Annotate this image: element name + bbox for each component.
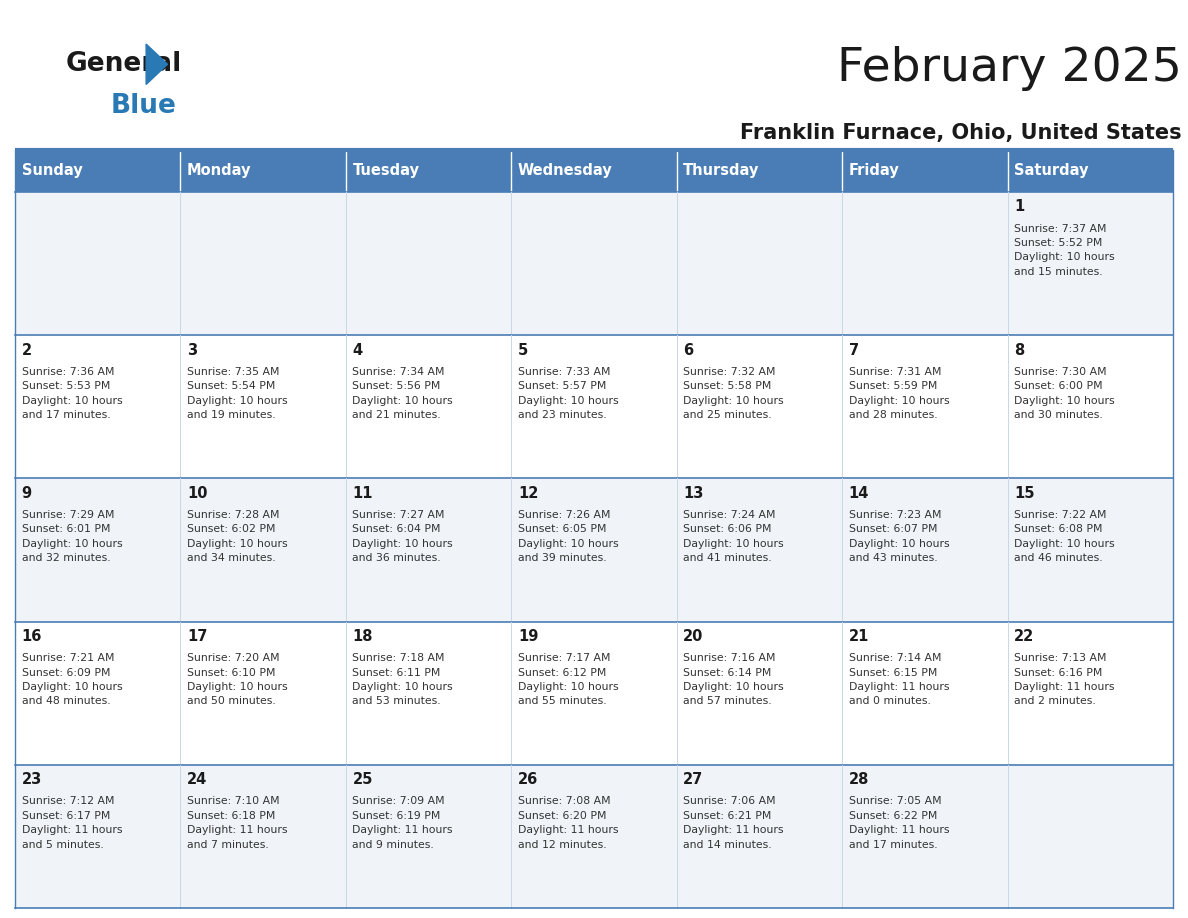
Text: 7: 7 <box>848 342 859 357</box>
Text: Sunrise: 7:27 AM
Sunset: 6:04 PM
Daylight: 10 hours
and 36 minutes.: Sunrise: 7:27 AM Sunset: 6:04 PM Dayligh… <box>353 509 453 563</box>
Text: 5: 5 <box>518 342 529 357</box>
Text: Friday: Friday <box>848 163 899 178</box>
Text: Sunrise: 7:06 AM
Sunset: 6:21 PM
Daylight: 11 hours
and 14 minutes.: Sunrise: 7:06 AM Sunset: 6:21 PM Dayligh… <box>683 796 784 849</box>
Bar <box>1007 150 1173 192</box>
Text: Sunrise: 7:16 AM
Sunset: 6:14 PM
Daylight: 10 hours
and 57 minutes.: Sunrise: 7:16 AM Sunset: 6:14 PM Dayligh… <box>683 653 784 706</box>
Text: Monday: Monday <box>187 163 252 178</box>
Text: Sunrise: 7:36 AM
Sunset: 5:53 PM
Daylight: 10 hours
and 17 minutes.: Sunrise: 7:36 AM Sunset: 5:53 PM Dayligh… <box>21 366 122 420</box>
Text: Tuesday: Tuesday <box>353 163 419 178</box>
Text: Sunrise: 7:22 AM
Sunset: 6:08 PM
Daylight: 10 hours
and 46 minutes.: Sunrise: 7:22 AM Sunset: 6:08 PM Dayligh… <box>1015 509 1114 563</box>
Text: 24: 24 <box>187 772 207 787</box>
Text: 8: 8 <box>1015 342 1024 357</box>
Text: 2: 2 <box>21 342 32 357</box>
Text: Blue: Blue <box>110 93 176 118</box>
Text: 27: 27 <box>683 772 703 787</box>
Bar <box>15 192 1173 335</box>
Text: Sunrise: 7:35 AM
Sunset: 5:54 PM
Daylight: 10 hours
and 19 minutes.: Sunrise: 7:35 AM Sunset: 5:54 PM Dayligh… <box>187 366 287 420</box>
Text: Sunrise: 7:23 AM
Sunset: 6:07 PM
Daylight: 10 hours
and 43 minutes.: Sunrise: 7:23 AM Sunset: 6:07 PM Dayligh… <box>848 509 949 563</box>
Text: 21: 21 <box>848 629 870 644</box>
Text: 10: 10 <box>187 486 208 500</box>
Bar <box>15 150 181 192</box>
Text: 6: 6 <box>683 342 694 357</box>
Text: Sunday: Sunday <box>21 163 82 178</box>
Text: Sunrise: 7:05 AM
Sunset: 6:22 PM
Daylight: 11 hours
and 17 minutes.: Sunrise: 7:05 AM Sunset: 6:22 PM Dayligh… <box>848 796 949 849</box>
Text: Sunrise: 7:17 AM
Sunset: 6:12 PM
Daylight: 10 hours
and 55 minutes.: Sunrise: 7:17 AM Sunset: 6:12 PM Dayligh… <box>518 653 619 706</box>
Bar <box>842 150 1007 192</box>
Text: 19: 19 <box>518 629 538 644</box>
Text: Sunrise: 7:30 AM
Sunset: 6:00 PM
Daylight: 10 hours
and 30 minutes.: Sunrise: 7:30 AM Sunset: 6:00 PM Dayligh… <box>1015 366 1114 420</box>
Text: 23: 23 <box>21 772 42 787</box>
Text: Sunrise: 7:20 AM
Sunset: 6:10 PM
Daylight: 10 hours
and 50 minutes.: Sunrise: 7:20 AM Sunset: 6:10 PM Dayligh… <box>187 653 287 706</box>
Text: 22: 22 <box>1015 629 1035 644</box>
Text: Sunrise: 7:32 AM
Sunset: 5:58 PM
Daylight: 10 hours
and 25 minutes.: Sunrise: 7:32 AM Sunset: 5:58 PM Dayligh… <box>683 366 784 420</box>
Bar <box>677 150 842 192</box>
Text: Sunrise: 7:28 AM
Sunset: 6:02 PM
Daylight: 10 hours
and 34 minutes.: Sunrise: 7:28 AM Sunset: 6:02 PM Dayligh… <box>187 509 287 563</box>
Text: 3: 3 <box>187 342 197 357</box>
Text: Thursday: Thursday <box>683 163 759 178</box>
Text: Sunrise: 7:29 AM
Sunset: 6:01 PM
Daylight: 10 hours
and 32 minutes.: Sunrise: 7:29 AM Sunset: 6:01 PM Dayligh… <box>21 509 122 563</box>
Bar <box>511 150 677 192</box>
Text: Sunrise: 7:37 AM
Sunset: 5:52 PM
Daylight: 10 hours
and 15 minutes.: Sunrise: 7:37 AM Sunset: 5:52 PM Dayligh… <box>1015 223 1114 276</box>
Text: Sunrise: 7:33 AM
Sunset: 5:57 PM
Daylight: 10 hours
and 23 minutes.: Sunrise: 7:33 AM Sunset: 5:57 PM Dayligh… <box>518 366 619 420</box>
Bar <box>15 621 1173 765</box>
Text: 13: 13 <box>683 486 703 500</box>
Text: 12: 12 <box>518 486 538 500</box>
Text: 18: 18 <box>353 629 373 644</box>
Text: 11: 11 <box>353 486 373 500</box>
Text: 14: 14 <box>848 486 870 500</box>
Text: 28: 28 <box>848 772 870 787</box>
Text: Sunrise: 7:21 AM
Sunset: 6:09 PM
Daylight: 10 hours
and 48 minutes.: Sunrise: 7:21 AM Sunset: 6:09 PM Dayligh… <box>21 653 122 706</box>
Text: 16: 16 <box>21 629 42 644</box>
Text: 25: 25 <box>353 772 373 787</box>
Text: Wednesday: Wednesday <box>518 163 613 178</box>
Text: 17: 17 <box>187 629 208 644</box>
Text: Saturday: Saturday <box>1015 163 1088 178</box>
Text: 20: 20 <box>683 629 703 644</box>
Text: Sunrise: 7:26 AM
Sunset: 6:05 PM
Daylight: 10 hours
and 39 minutes.: Sunrise: 7:26 AM Sunset: 6:05 PM Dayligh… <box>518 509 619 563</box>
Text: Franklin Furnace, Ohio, United States: Franklin Furnace, Ohio, United States <box>740 123 1182 143</box>
Text: Sunrise: 7:31 AM
Sunset: 5:59 PM
Daylight: 10 hours
and 28 minutes.: Sunrise: 7:31 AM Sunset: 5:59 PM Dayligh… <box>848 366 949 420</box>
Text: 15: 15 <box>1015 486 1035 500</box>
Bar <box>15 335 1173 478</box>
Text: Sunrise: 7:14 AM
Sunset: 6:15 PM
Daylight: 11 hours
and 0 minutes.: Sunrise: 7:14 AM Sunset: 6:15 PM Dayligh… <box>848 653 949 706</box>
Text: 9: 9 <box>21 486 32 500</box>
Text: 26: 26 <box>518 772 538 787</box>
Text: February 2025: February 2025 <box>838 46 1182 92</box>
Text: Sunrise: 7:09 AM
Sunset: 6:19 PM
Daylight: 11 hours
and 9 minutes.: Sunrise: 7:09 AM Sunset: 6:19 PM Dayligh… <box>353 796 453 849</box>
Text: Sunrise: 7:24 AM
Sunset: 6:06 PM
Daylight: 10 hours
and 41 minutes.: Sunrise: 7:24 AM Sunset: 6:06 PM Dayligh… <box>683 509 784 563</box>
Text: 1: 1 <box>1015 199 1024 214</box>
Text: Sunrise: 7:08 AM
Sunset: 6:20 PM
Daylight: 11 hours
and 12 minutes.: Sunrise: 7:08 AM Sunset: 6:20 PM Dayligh… <box>518 796 619 849</box>
Polygon shape <box>146 44 168 84</box>
Text: General: General <box>65 51 182 77</box>
Text: Sunrise: 7:13 AM
Sunset: 6:16 PM
Daylight: 11 hours
and 2 minutes.: Sunrise: 7:13 AM Sunset: 6:16 PM Dayligh… <box>1015 653 1114 706</box>
Text: Sunrise: 7:18 AM
Sunset: 6:11 PM
Daylight: 10 hours
and 53 minutes.: Sunrise: 7:18 AM Sunset: 6:11 PM Dayligh… <box>353 653 453 706</box>
Bar <box>181 150 346 192</box>
Bar <box>15 478 1173 621</box>
Text: Sunrise: 7:12 AM
Sunset: 6:17 PM
Daylight: 11 hours
and 5 minutes.: Sunrise: 7:12 AM Sunset: 6:17 PM Dayligh… <box>21 796 122 849</box>
Text: Sunrise: 7:10 AM
Sunset: 6:18 PM
Daylight: 11 hours
and 7 minutes.: Sunrise: 7:10 AM Sunset: 6:18 PM Dayligh… <box>187 796 287 849</box>
Bar <box>15 765 1173 908</box>
Text: 4: 4 <box>353 342 362 357</box>
Bar <box>346 150 511 192</box>
Text: Sunrise: 7:34 AM
Sunset: 5:56 PM
Daylight: 10 hours
and 21 minutes.: Sunrise: 7:34 AM Sunset: 5:56 PM Dayligh… <box>353 366 453 420</box>
